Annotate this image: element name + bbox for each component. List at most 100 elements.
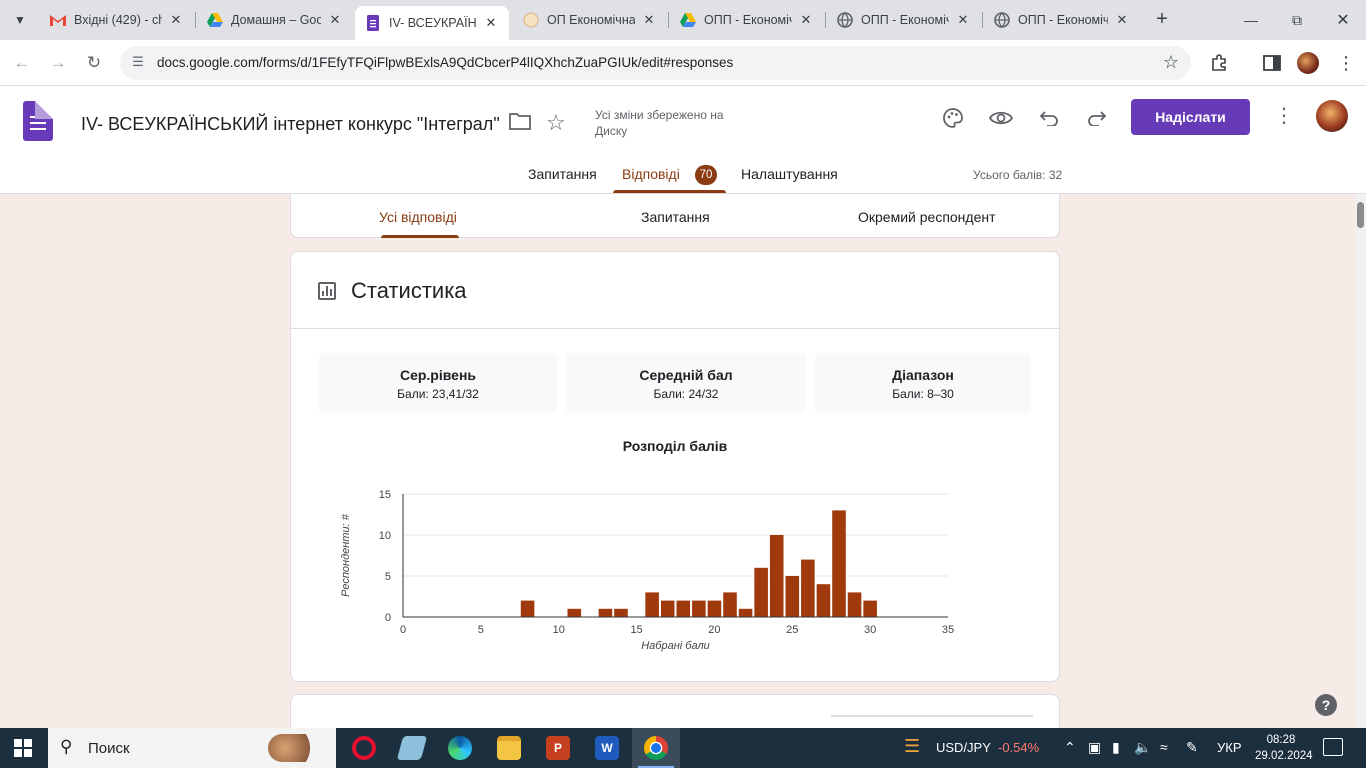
tab-responses[interactable]: Відповіді [622,166,680,182]
minimize-icon[interactable]: — [1244,12,1258,28]
taskbar-search[interactable]: ⚲ Поиск [48,728,336,768]
webcam-icon[interactable]: ▣ [1088,739,1102,755]
volume-icon[interactable]: 🔈 [1134,739,1152,755]
bar-25[interactable] [785,576,800,617]
browser-tab-drive[interactable]: Домашня – Goo ✕ [197,4,353,36]
more-options-icon[interactable]: ⋮ [1274,105,1294,127]
bar-29[interactable] [847,592,862,617]
forward-icon[interactable]: → [49,53,67,72]
windows-start-icon[interactable] [14,739,32,757]
close-icon[interactable]: ✕ [800,12,812,27]
bar-27[interactable] [816,584,831,617]
google-forms-logo-icon[interactable] [23,101,53,141]
notes-app[interactable] [388,728,436,768]
undo-icon[interactable] [1035,104,1063,132]
stat-value: Бали: 23,41/32 [397,387,479,401]
extensions-icon[interactable] [1207,51,1231,75]
star-icon[interactable]: ☆ [546,110,566,135]
currency-change[interactable]: -0.54% [998,740,1040,755]
bar-18[interactable] [676,600,691,617]
site-info-icon[interactable]: ☰ [132,54,144,69]
page-scrollbar[interactable] [1355,194,1366,728]
tab-title: Вхідні (429) - ch [74,13,162,27]
redo-icon[interactable] [1083,104,1111,132]
new-tab-icon[interactable]: + [1156,8,1168,30]
x-tick-label: 5 [478,624,484,636]
close-icon[interactable]: ✕ [329,12,341,27]
palette-icon[interactable] [939,104,967,132]
close-icon[interactable]: ✕ [643,12,655,27]
scrollbar-thumb[interactable] [1357,202,1364,228]
bar-21[interactable] [723,592,737,617]
pen-icon[interactable]: ✎ [1186,739,1198,755]
edge-app[interactable] [436,728,484,768]
bar-13[interactable] [598,608,613,617]
close-icon[interactable]: ✕ [1116,12,1128,27]
drive-icon [680,12,696,28]
bar-17[interactable] [660,600,675,617]
language-indicator[interactable]: УКР [1217,740,1242,755]
browser-menu-icon[interactable]: ⋮ [1337,52,1355,73]
subtab-question[interactable]: Запитання [641,209,710,225]
chevron-up-icon[interactable]: ⌃ [1064,739,1076,755]
powerpoint-app[interactable]: P [534,728,582,768]
bar-22[interactable] [738,608,753,617]
browser-tab-gmail[interactable]: Вхідні (429) - ch ✕ [40,4,194,36]
battery-icon[interactable]: ▮ [1112,739,1120,755]
bar-11[interactable] [567,608,582,617]
subtab-individual[interactable]: Окремий респондент [858,209,996,225]
browser-tab-drive-2[interactable]: ОПП - Економіч ✕ [670,4,824,36]
profile-avatar[interactable] [1297,52,1319,74]
reload-icon[interactable]: ↻ [86,53,102,72]
tab-search-chevron-icon[interactable]: ▼ [14,13,26,27]
url-text[interactable]: docs.google.com/forms/d/1FEfyTFQiFlpwBEx… [157,55,734,70]
preview-eye-icon[interactable] [987,104,1015,132]
bar-26[interactable] [801,559,815,617]
close-icon[interactable]: ✕ [170,12,182,27]
account-avatar[interactable] [1316,100,1348,132]
system-clock[interactable]: 08:28 29.02.2024 [1255,732,1313,764]
form-title[interactable]: IV- ВСЕУКРАЇНСЬКИЙ інтернет конкурс "Інт… [81,114,500,134]
currency-pair[interactable]: USD/JPY [936,740,991,755]
bookmark-star-icon[interactable]: ☆ [1162,52,1179,72]
bar-8[interactable] [520,600,535,617]
next-card [290,694,1060,728]
x-tick-label: 35 [942,624,954,636]
folder-icon[interactable] [509,112,531,135]
close-icon[interactable]: ✕ [957,12,969,27]
word-app[interactable]: W [583,728,631,768]
bar-19[interactable] [692,600,706,617]
wifi-icon[interactable]: ≈ [1160,739,1168,755]
browser-tab-globe-2[interactable]: ОПП - Економіч ✕ [984,4,1140,36]
window-close-icon[interactable]: ✕ [1336,12,1350,29]
address-bar[interactable]: ☰ docs.google.com/forms/d/1FEfyTFQiFlpwB… [120,46,1191,80]
tab-settings[interactable]: Налаштування [741,166,838,182]
subtab-summary[interactable]: Усі відповіді [379,209,457,225]
browser-tab-globe[interactable]: ОПП - Економіч ✕ [827,4,981,36]
browser-tab-page[interactable]: ОП Економічна ✕ [513,4,667,36]
bar-14[interactable] [614,608,628,617]
chrome-app[interactable] [632,728,680,768]
bar-23[interactable] [754,567,768,617]
bar-20[interactable] [707,600,722,617]
back-icon[interactable]: ← [13,53,31,72]
bar-16[interactable] [645,592,659,617]
bar-30[interactable] [863,600,877,617]
close-icon[interactable]: ✕ [485,15,497,30]
bar-28[interactable] [832,510,846,617]
restore-icon[interactable]: ⧉ [1292,11,1302,28]
side-panel-icon[interactable] [1260,51,1284,75]
total-points: Усього балів: 32 [973,168,1063,182]
explorer-app[interactable] [485,728,533,768]
send-button[interactable]: Надіслати [1131,99,1250,135]
opera-app[interactable] [340,728,388,768]
clock-date: 29.02.2024 [1255,750,1313,762]
help-icon[interactable]: ? [1315,694,1337,716]
bar-24[interactable] [769,535,784,617]
edge-icon [448,736,472,760]
notifications-icon[interactable] [1323,738,1343,756]
tab-questions[interactable]: Запитання [528,166,597,182]
search-highlight-image [268,734,324,762]
browser-tab-forms[interactable]: IV- ВСЕУКРАЇНС ✕ [355,6,509,40]
currency-widget-icon[interactable]: ☰ [904,736,921,756]
